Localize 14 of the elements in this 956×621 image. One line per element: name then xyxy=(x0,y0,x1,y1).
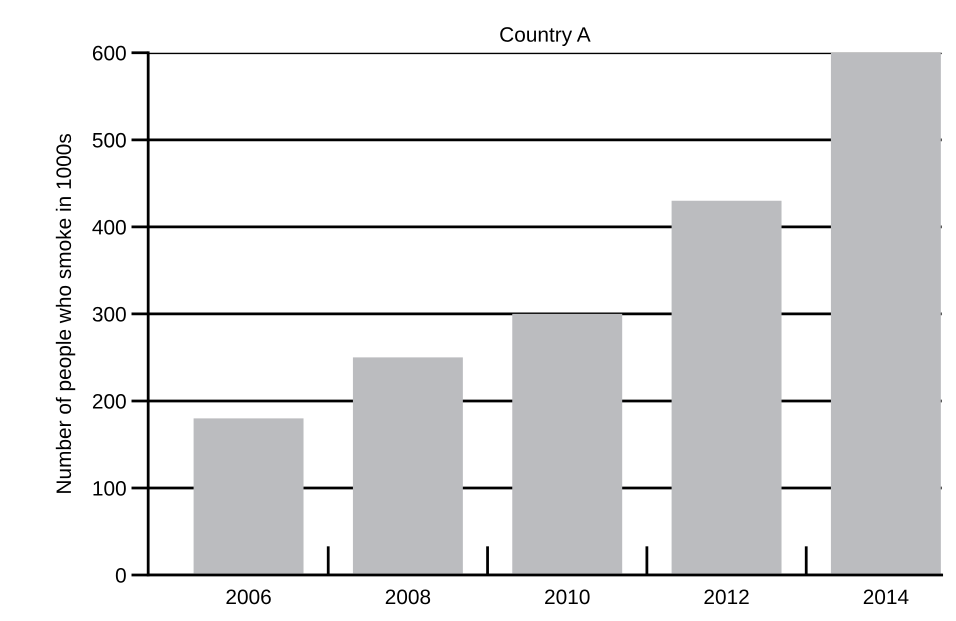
y-tick-label: 0 xyxy=(116,568,126,583)
x-tick-label: 2014 xyxy=(864,589,908,604)
y-tick-label: 200 xyxy=(92,394,126,409)
y-tick-label: 100 xyxy=(93,481,126,496)
y-tick-label: 600 xyxy=(92,46,126,61)
y-tick-label: 400 xyxy=(92,220,126,235)
x-tick-label: 2006 xyxy=(226,589,271,604)
x-tick-label: 2010 xyxy=(545,589,590,604)
x-tick-label: 2008 xyxy=(386,589,430,604)
y-tick-label: 300 xyxy=(92,306,126,322)
chart-title: Country A xyxy=(500,27,591,46)
y-axis-title: Number of people who smoke in 1000s xyxy=(56,134,76,493)
y-tick-label: 500 xyxy=(92,132,126,148)
x-tick-label: 2012 xyxy=(704,589,749,604)
